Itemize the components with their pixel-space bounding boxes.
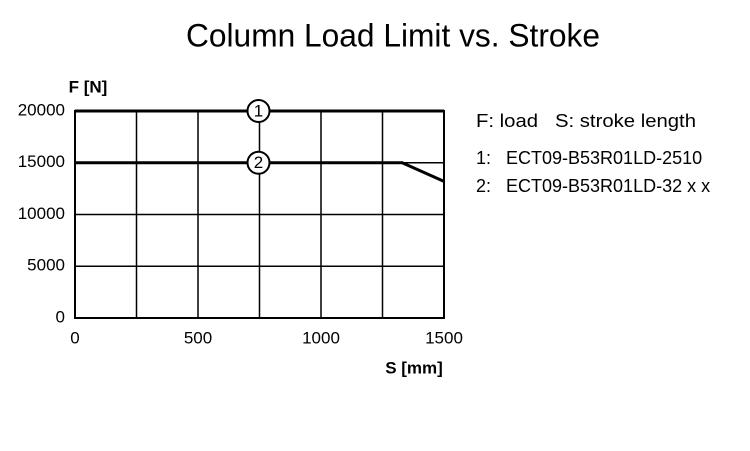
series-marker (246, 150, 271, 175)
x-tick-label: 500 (184, 328, 212, 347)
y-tick-label: 20000 (18, 100, 65, 119)
series-line (75, 161, 445, 183)
x-tick-label: 1000 (302, 328, 340, 347)
y-tick-label: 0 (56, 307, 65, 326)
x-tick-label: 1500 (425, 328, 463, 347)
series-marker (246, 99, 271, 123)
legend-note: F: load S: stroke length (476, 111, 696, 131)
y-tick-label: 15000 (18, 152, 65, 171)
legend-label: ECT09-B53R01LD-2510 (506, 148, 702, 168)
series-marker-label: 2 (254, 153, 263, 172)
y-tick-label: 10000 (18, 204, 65, 223)
legend-label: ECT09-B53R01LD-32 x x (506, 176, 710, 196)
y-tick-label: 5000 (27, 256, 65, 275)
chart-title: Column Load Limit vs. Stroke (186, 17, 600, 53)
series-marker-label: 1 (254, 101, 263, 120)
y-axis-label: F [N] (69, 77, 108, 96)
legend-key: 1: (476, 148, 491, 168)
x-tick-label: 0 (70, 328, 79, 347)
x-axis-label: S [mm] (385, 358, 443, 377)
legend-key: 2: (476, 176, 491, 196)
